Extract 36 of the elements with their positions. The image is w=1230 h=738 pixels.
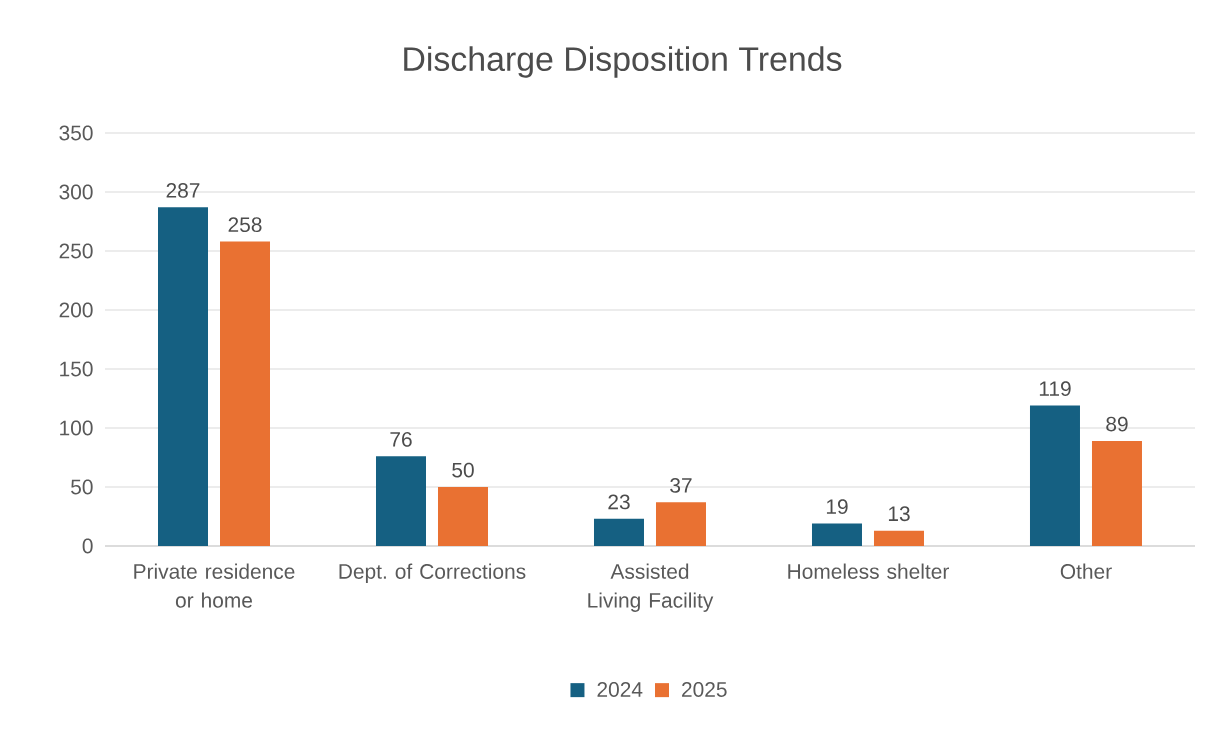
bar xyxy=(220,241,270,546)
bar xyxy=(593,518,644,546)
x-tick-label: Dept. of Corrections xyxy=(339,563,526,584)
data-label: 76 xyxy=(390,431,412,447)
data-label: 37 xyxy=(670,478,692,493)
data-label: 23 xyxy=(608,494,630,510)
data-label: 258 xyxy=(228,217,262,233)
legend-label: 2025 xyxy=(682,682,727,697)
bar xyxy=(1091,440,1142,546)
y-tick-label: 0 xyxy=(82,538,93,554)
bar xyxy=(873,530,924,546)
data-label: 119 xyxy=(1039,381,1071,397)
x-tick-label: Other xyxy=(1060,563,1112,579)
bar xyxy=(376,456,426,546)
bar xyxy=(158,207,208,546)
y-tick-label: 100 xyxy=(60,420,93,436)
y-tick-label: 350 xyxy=(59,125,93,141)
data-label: 89 xyxy=(1106,416,1128,432)
bar xyxy=(1029,405,1080,546)
x-tick-label: Homeless shelter xyxy=(788,563,949,579)
y-tick-label: 300 xyxy=(59,184,93,200)
data-label: 13 xyxy=(888,506,910,522)
bar xyxy=(655,502,706,546)
y-tick-label: 250 xyxy=(59,243,93,259)
y-tick-label: 150 xyxy=(60,361,93,377)
data-label: 19 xyxy=(826,499,848,515)
legend-label: 2024 xyxy=(597,682,643,697)
chart-title: Discharge Disposition Trends xyxy=(404,46,842,78)
data-label: 287 xyxy=(166,183,200,198)
x-tick-label: Assisted Living Facility xyxy=(588,563,714,612)
bar xyxy=(811,523,862,546)
bar xyxy=(438,487,488,546)
x-tick-label: Private residence or home xyxy=(134,563,295,608)
data-label: 50 xyxy=(452,462,474,478)
y-tick-label: 200 xyxy=(59,302,93,318)
y-tick-label: 50 xyxy=(71,479,93,495)
